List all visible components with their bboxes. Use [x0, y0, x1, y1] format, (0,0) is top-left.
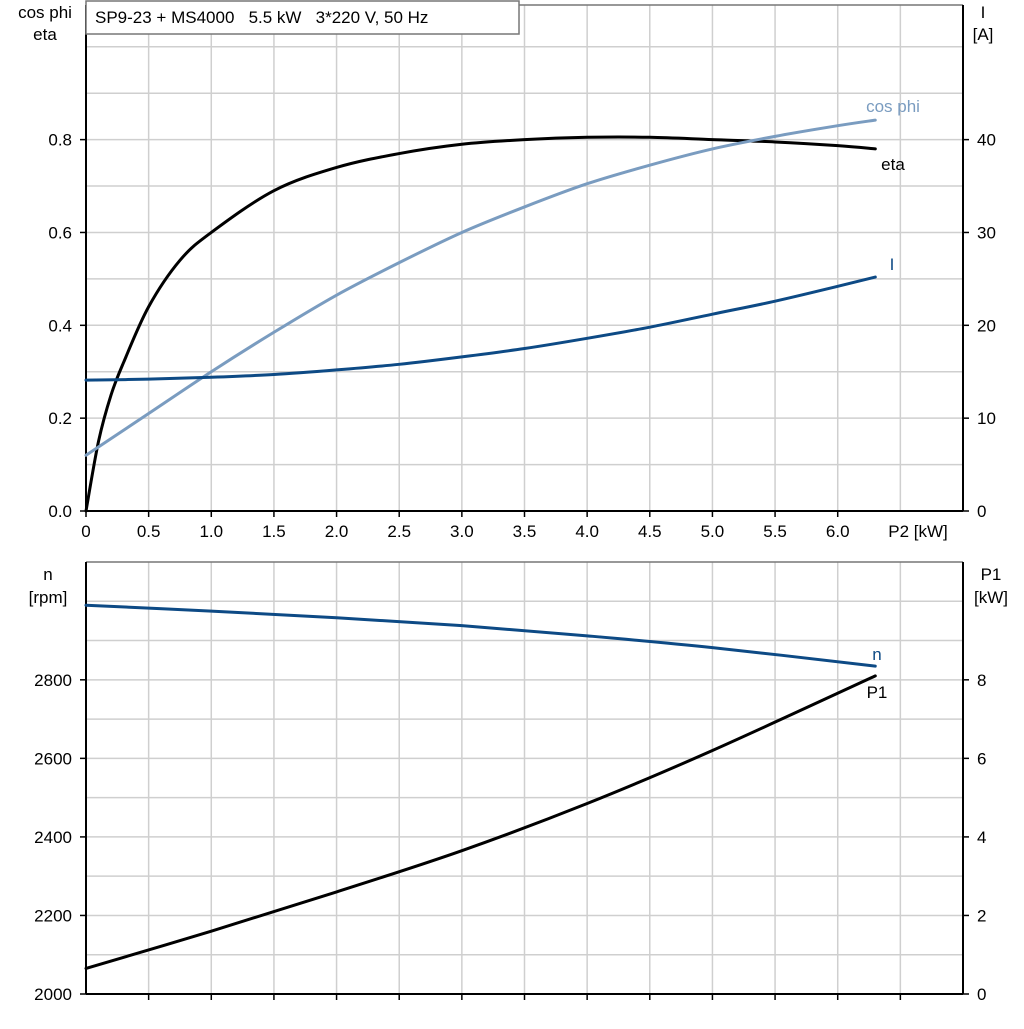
y-right-tick-label: 2 [977, 906, 986, 925]
y-tick-label: 2000 [34, 985, 72, 1004]
series-line-I [84, 275, 877, 382]
x-tick-label: 3.5 [513, 522, 537, 541]
y-right-tick-label: 20 [977, 316, 996, 335]
y-right-tick-label: 0 [977, 502, 986, 521]
y-right-tick-label: 8 [977, 671, 986, 690]
y-tick-label: 0.2 [48, 409, 72, 428]
title-box [85, 0, 520, 35]
y-right-axis-label: P1 [981, 565, 1002, 584]
x-tick-label: 0 [81, 522, 90, 541]
x-tick-label: 2.5 [387, 522, 411, 541]
y-tick-label: 0.8 [48, 131, 72, 150]
y-right-tick-label: 30 [977, 223, 996, 242]
x-tick-label: 5.0 [701, 522, 725, 541]
x-axis-label: P2 [kW] [888, 522, 948, 541]
y-axis-label: n [43, 565, 52, 584]
y-right-tick-label: 0 [977, 985, 986, 1004]
series-line-P1 [84, 674, 877, 970]
y-tick-label: 2200 [34, 906, 72, 925]
y-tick-label: 2600 [34, 749, 72, 768]
y-tick-label: 2400 [34, 828, 72, 847]
y-right-tick-label: 4 [977, 828, 986, 847]
y-axis-label: cos phi [18, 3, 72, 22]
x-tick-label: 2.0 [325, 522, 349, 541]
y-tick-label: 0.0 [48, 502, 72, 521]
y-right-tick-label: 40 [977, 131, 996, 150]
y-right-axis-label: [A] [973, 25, 994, 44]
x-tick-label: 1.0 [199, 522, 223, 541]
x-tick-label: 5.5 [763, 522, 787, 541]
y-right-tick-label: 10 [977, 409, 996, 428]
series-label: I [890, 255, 895, 274]
y-tick-label: 0.4 [48, 316, 72, 335]
series-label: eta [881, 155, 905, 174]
x-tick-label: 1.5 [262, 522, 286, 541]
y-right-axis-label: [kW] [974, 588, 1008, 607]
series-line-cos-phi [84, 118, 877, 457]
y-axis-label: [rpm] [29, 588, 68, 607]
y-right-tick-label: 6 [977, 749, 986, 768]
series-label: P1 [867, 683, 888, 702]
series-label: n [872, 645, 881, 664]
series-line-n [84, 603, 877, 668]
x-tick-label: 3.0 [450, 522, 474, 541]
series-line-eta [84, 135, 877, 513]
y-tick-label: 0.6 [48, 223, 72, 242]
chart-title: SP9-23 + MS4000 5.5 kW 3*220 V, 50 Hz [95, 8, 428, 27]
y-tick-label: 2800 [34, 671, 72, 690]
x-tick-label: 4.0 [575, 522, 599, 541]
x-tick-label: 0.5 [137, 522, 161, 541]
x-tick-label: 4.5 [638, 522, 662, 541]
y-right-axis-label: I [981, 3, 986, 22]
y-axis-label: eta [33, 25, 57, 44]
x-tick-label: 6.0 [826, 522, 850, 541]
series-label: cos phi [866, 97, 920, 116]
